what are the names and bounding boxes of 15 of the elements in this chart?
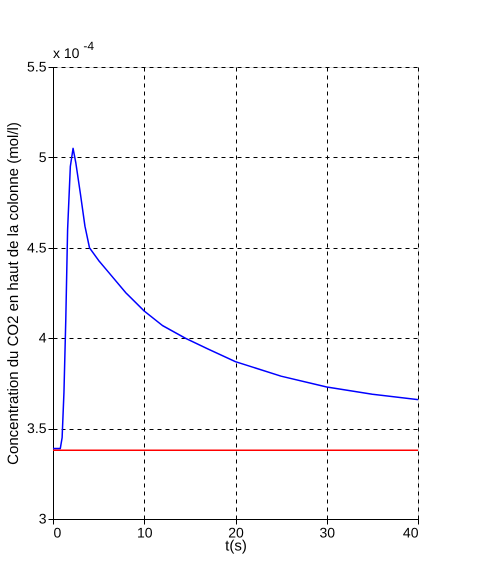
y-tick-label: 5 <box>38 148 47 165</box>
x-tick-label: 10 <box>136 524 153 540</box>
y-tick-label: 4 <box>38 330 47 346</box>
y-tick-label: 4.5 <box>27 239 47 256</box>
x-tick-label: 0 <box>54 524 62 540</box>
x-tick-label: 20 <box>228 524 244 540</box>
text: x 10-4 <box>53 39 94 61</box>
line-series <box>53 148 418 450</box>
y-tick-label: 5.5 <box>27 58 47 74</box>
y-tick-label: 3 <box>38 510 47 526</box>
x-tick-label: 40 <box>402 524 419 540</box>
x-axis-title: t(s) <box>225 538 247 554</box>
x-tick-label: 30 <box>319 524 336 540</box>
y-tick-label: 3.5 <box>27 420 47 436</box>
y-axis-title: Concentration du CO2 en haut de la colonne (mol/l) <box>5 122 22 465</box>
